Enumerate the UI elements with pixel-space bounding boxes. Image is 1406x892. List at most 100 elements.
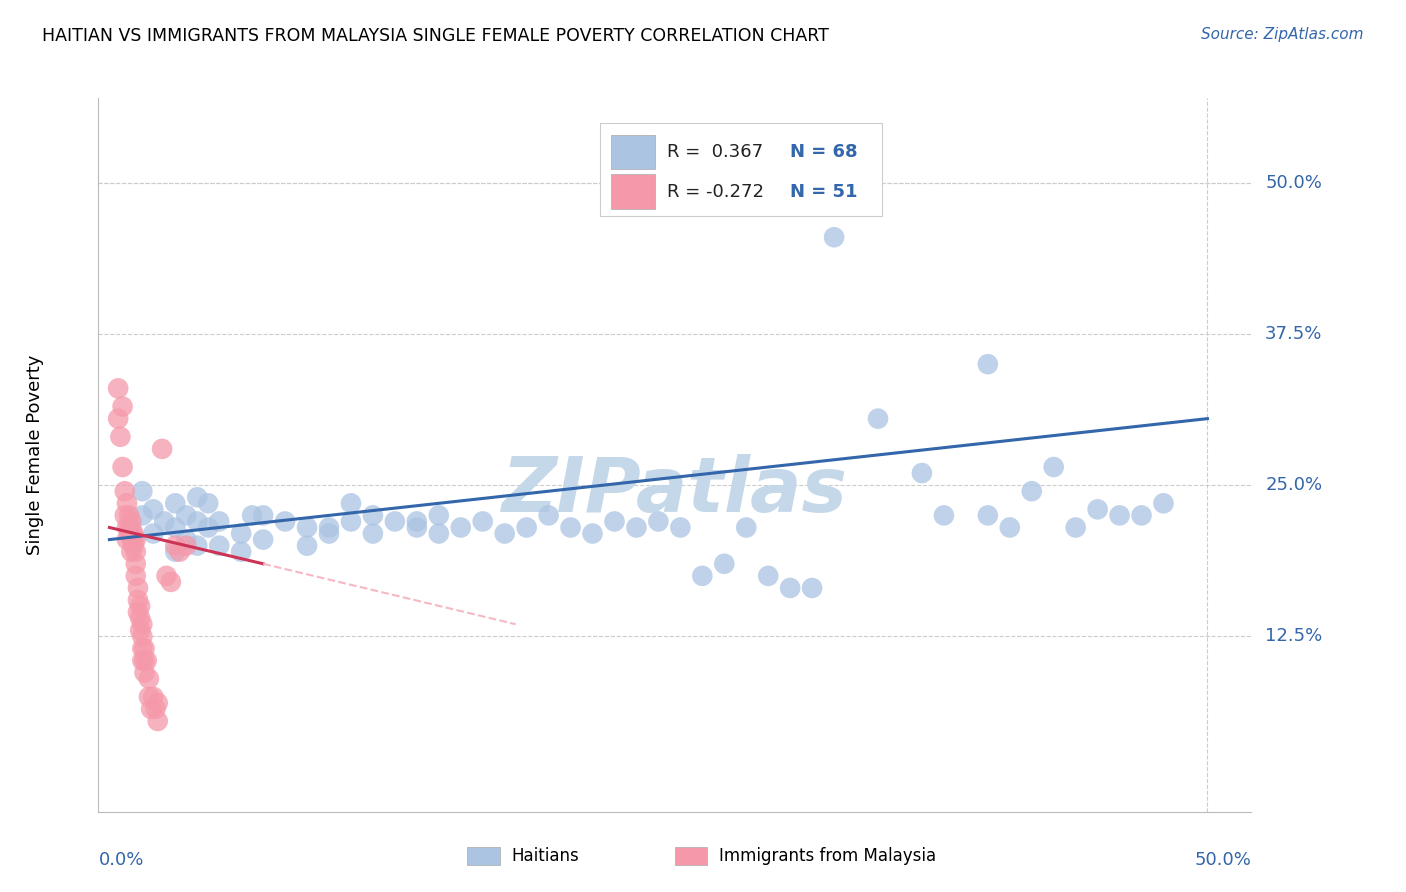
Point <box>131 508 153 523</box>
Point <box>977 357 1000 371</box>
Point <box>274 515 297 529</box>
Point <box>450 520 472 534</box>
Point <box>208 539 231 553</box>
Point <box>581 526 603 541</box>
Point <box>153 515 176 529</box>
FancyBboxPatch shape <box>467 847 499 865</box>
Point <box>145 702 167 716</box>
Point <box>131 654 153 668</box>
Point <box>560 520 582 534</box>
Point <box>647 515 669 529</box>
Point <box>1087 502 1109 516</box>
Point <box>240 508 263 523</box>
Point <box>231 544 253 558</box>
Point <box>107 411 129 425</box>
Point <box>427 526 450 541</box>
Text: R = -0.272: R = -0.272 <box>666 183 763 201</box>
Point <box>1021 484 1043 499</box>
Point <box>120 544 142 558</box>
Point <box>131 629 153 643</box>
Point <box>129 611 152 625</box>
Point <box>911 466 934 480</box>
Text: N = 68: N = 68 <box>790 144 858 161</box>
Point <box>118 508 141 523</box>
Point <box>111 460 134 475</box>
Point <box>142 690 165 704</box>
Point <box>146 696 169 710</box>
Point <box>174 508 197 523</box>
Text: 25.0%: 25.0% <box>1265 476 1322 494</box>
Point <box>111 400 134 414</box>
Point <box>692 569 714 583</box>
Point <box>735 520 758 534</box>
FancyBboxPatch shape <box>675 847 707 865</box>
Point <box>107 381 129 395</box>
Point <box>494 526 516 541</box>
Point <box>134 654 156 668</box>
Point <box>197 520 219 534</box>
Point <box>405 520 427 534</box>
Point <box>318 520 340 534</box>
Point <box>114 508 136 523</box>
Point <box>131 484 153 499</box>
Point <box>866 411 889 425</box>
Point <box>131 617 153 632</box>
Point <box>129 624 152 638</box>
Point <box>122 533 145 547</box>
Point <box>138 690 160 704</box>
FancyBboxPatch shape <box>612 175 655 209</box>
Point <box>318 526 340 541</box>
Point <box>142 502 165 516</box>
Text: Source: ZipAtlas.com: Source: ZipAtlas.com <box>1201 27 1364 42</box>
Point <box>134 665 156 680</box>
Point <box>138 672 160 686</box>
Point <box>669 520 692 534</box>
Point <box>1042 460 1064 475</box>
Point <box>340 515 363 529</box>
Point <box>186 539 208 553</box>
Point <box>165 544 187 558</box>
Point <box>134 641 156 656</box>
Text: 12.5%: 12.5% <box>1265 627 1323 645</box>
Point <box>125 557 148 571</box>
Point <box>427 508 450 523</box>
Point <box>120 515 142 529</box>
Point <box>115 496 138 510</box>
Point <box>169 544 191 558</box>
Point <box>122 539 145 553</box>
FancyBboxPatch shape <box>600 123 883 216</box>
Point <box>127 581 149 595</box>
Point <box>756 569 779 583</box>
Point <box>361 508 384 523</box>
Text: HAITIAN VS IMMIGRANTS FROM MALAYSIA SINGLE FEMALE POVERTY CORRELATION CHART: HAITIAN VS IMMIGRANTS FROM MALAYSIA SING… <box>42 27 830 45</box>
Point <box>823 230 845 244</box>
Point <box>118 526 141 541</box>
Point <box>118 520 141 534</box>
Point <box>165 496 187 510</box>
Point <box>115 533 138 547</box>
Point <box>252 508 274 523</box>
Point <box>146 714 169 728</box>
Point <box>160 574 183 589</box>
Point <box>231 526 253 541</box>
Point <box>139 702 162 716</box>
Text: Immigrants from Malaysia: Immigrants from Malaysia <box>718 847 936 865</box>
Point <box>174 533 197 547</box>
Point <box>779 581 801 595</box>
Point <box>1153 496 1175 510</box>
Point <box>384 515 406 529</box>
Point <box>115 520 138 534</box>
Point <box>150 442 173 456</box>
Text: R =  0.367: R = 0.367 <box>666 144 763 161</box>
Point <box>537 508 560 523</box>
Point <box>120 526 142 541</box>
Text: Single Female Poverty: Single Female Poverty <box>25 355 44 555</box>
Point <box>208 515 231 529</box>
Point <box>1130 508 1153 523</box>
FancyBboxPatch shape <box>612 136 655 169</box>
Point <box>110 430 132 444</box>
Point <box>405 515 427 529</box>
Point <box>131 641 153 656</box>
Text: 37.5%: 37.5% <box>1265 325 1323 343</box>
Point <box>1108 508 1130 523</box>
